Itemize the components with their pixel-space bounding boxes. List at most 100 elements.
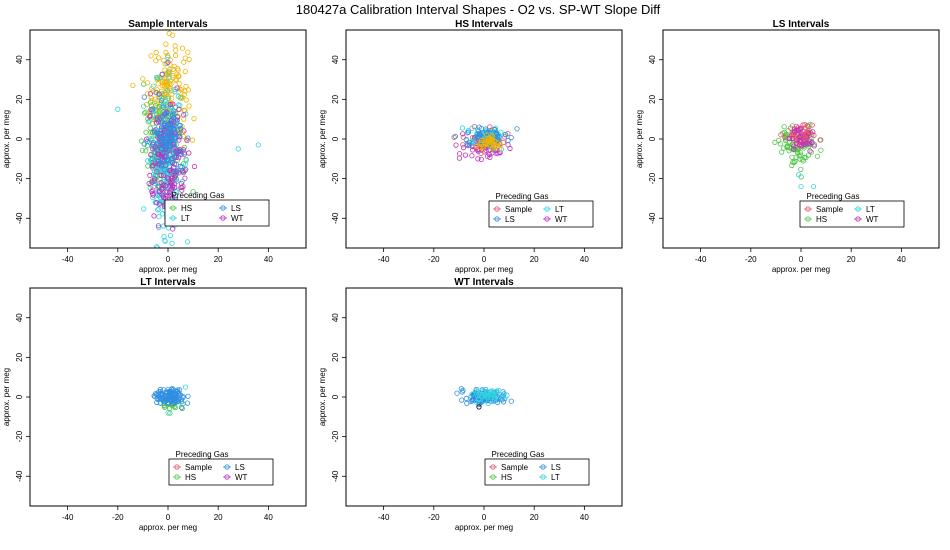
point-wt <box>186 150 192 156</box>
point-wt <box>809 140 815 146</box>
y-tick-label: -40 <box>648 212 657 224</box>
point-wt <box>183 167 189 173</box>
point-extra <box>255 142 261 148</box>
point-sample <box>186 103 192 109</box>
point-ls <box>162 393 168 399</box>
legend-label: LT <box>555 205 564 214</box>
legend-marker <box>490 474 496 480</box>
point-ls <box>168 388 174 394</box>
y-tick-label: 40 <box>331 313 340 322</box>
point-wt <box>174 85 180 91</box>
point-wt <box>164 175 170 181</box>
legend-label: LS <box>551 463 561 472</box>
point-ls <box>159 146 165 152</box>
point-lt <box>166 75 172 81</box>
point-lt <box>162 238 168 244</box>
point-wt <box>149 164 155 170</box>
point-ls <box>174 170 180 176</box>
point-ls <box>452 133 458 139</box>
point-lt <box>157 169 164 175</box>
point-wt <box>150 191 156 197</box>
point-wt <box>169 183 176 189</box>
point-sample_dense <box>480 146 486 152</box>
point-wt <box>159 71 165 77</box>
points <box>151 384 191 416</box>
x-tick-label: 20 <box>530 255 539 264</box>
point-ls <box>153 127 159 133</box>
x-axis-label: approx. per meg <box>455 265 513 274</box>
point-hs <box>139 147 145 153</box>
point-sample <box>166 30 172 37</box>
y-tick-label: 20 <box>331 94 340 103</box>
point-lt <box>156 214 162 220</box>
legend-title: Preceding Gas <box>492 450 545 459</box>
point-extra <box>795 172 802 178</box>
point-wt <box>165 176 171 182</box>
point-ls <box>152 150 158 156</box>
y-tick-label: -40 <box>15 470 24 482</box>
panel-title: Sample Intervals <box>128 19 208 30</box>
point-sample <box>176 81 182 87</box>
legend-label: LS <box>231 204 241 213</box>
y-tick-label: 40 <box>15 313 24 322</box>
point-sample <box>173 77 179 83</box>
point-sample <box>191 116 197 122</box>
point-wt <box>147 172 153 178</box>
point-ls <box>169 136 175 142</box>
point-sample <box>173 77 179 83</box>
point-wt <box>478 156 484 162</box>
legend-label: LT <box>181 214 190 223</box>
point-sample <box>181 91 187 98</box>
point-lt <box>494 388 500 394</box>
point-hs <box>143 148 149 154</box>
point-wt <box>155 151 161 158</box>
point-sample_dense <box>481 137 487 143</box>
point-wt <box>174 114 180 120</box>
point-sample <box>179 45 186 51</box>
point-ls <box>178 126 184 132</box>
point-lt <box>156 206 162 212</box>
point-ls <box>173 146 179 153</box>
point-ls <box>178 404 185 411</box>
point-ls <box>149 155 155 162</box>
point-hs <box>789 154 795 160</box>
point-wt <box>507 145 513 152</box>
x-tick-label: -20 <box>112 513 124 522</box>
y-tick-label: 20 <box>15 94 24 103</box>
point-ls <box>153 390 159 397</box>
y-axis-label: approx. per meg <box>635 110 644 168</box>
point-ls <box>162 141 168 148</box>
point-lt <box>150 113 156 119</box>
point-wt <box>147 112 153 119</box>
point-sample <box>162 78 168 84</box>
point-sample_dense <box>478 141 484 148</box>
legend-label: LT <box>551 473 560 482</box>
x-tick-label: 0 <box>166 513 171 522</box>
legend-label: WT <box>555 215 568 224</box>
figure-title: 180427a Calibration Interval Shapes - O2… <box>296 2 661 17</box>
point-ls <box>168 398 174 404</box>
point-lt <box>155 207 161 213</box>
panel-2: HS Intervals -40 -20 0 20 40 -40 -20 0 20 40 approx… <box>318 19 623 274</box>
point-lt <box>169 240 175 246</box>
point-ls <box>150 139 156 146</box>
point-ls <box>165 389 171 395</box>
point-sample <box>163 41 169 47</box>
legend-box <box>799 200 905 228</box>
panel-3: LS Intervals -40 -20 0 20 40 -40 -20 0 20 40 approx… <box>635 19 940 274</box>
point-ls <box>162 122 168 128</box>
point-hs <box>167 405 173 412</box>
point-wt <box>810 129 816 135</box>
point-wt <box>172 173 179 179</box>
point-ls <box>153 391 159 398</box>
point-ls <box>184 400 191 406</box>
x-axis-label: approx. per meg <box>772 265 830 274</box>
point-hs <box>148 99 154 105</box>
point-sample <box>153 58 159 64</box>
point-hs <box>153 102 159 109</box>
point-hs <box>142 110 148 116</box>
point-wt <box>166 193 172 199</box>
y-axis-label: approx. per meg <box>318 368 327 426</box>
point-ls <box>483 126 489 132</box>
point-ls <box>171 154 177 160</box>
